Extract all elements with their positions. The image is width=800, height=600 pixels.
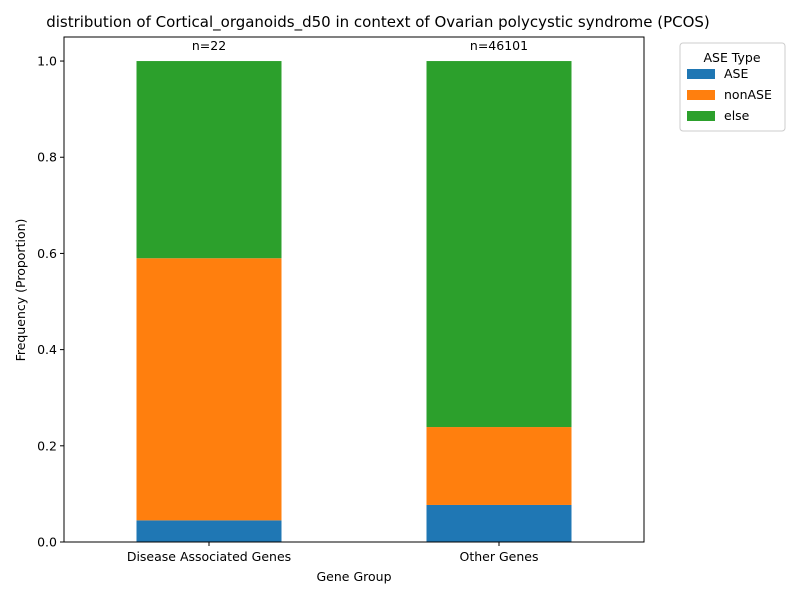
legend-swatch-else: [687, 111, 715, 121]
y-tick-label: 0.0: [37, 535, 57, 550]
x-tick-label: Other Genes: [460, 549, 539, 564]
legend-swatch-nonASE: [687, 90, 715, 100]
y-tick-label: 0.8: [37, 150, 57, 165]
bar-nonASE-0: [136, 258, 282, 521]
count-label: n=22: [192, 38, 226, 53]
bar-nonASE-1: [426, 427, 572, 505]
y-tick-label: 1.0: [37, 54, 57, 69]
chart-title: distribution of Cortical_organoids_d50 i…: [46, 13, 710, 32]
y-tick-label: 0.4: [37, 342, 57, 357]
x-axis-label: Gene Group: [316, 569, 391, 584]
bar-else-0: [136, 61, 282, 259]
axes-layer: [63, 36, 645, 543]
legend-title: ASE Type: [703, 50, 760, 65]
legend-swatch-ASE: [687, 69, 715, 79]
legend-items: ASE nonASE else: [687, 66, 772, 123]
count-labels: n=22 n=46101: [192, 38, 528, 53]
y-axis-label: Frequency (Proportion): [13, 219, 28, 362]
y-tick-label: 0.6: [37, 246, 57, 261]
legend-label-nonASE: nonASE: [724, 87, 772, 102]
legend: ASE Type ASE nonASE else: [679, 42, 786, 132]
legend-label-ASE: ASE: [724, 66, 748, 81]
bar-ASE-0: [136, 520, 282, 542]
y-tick-label: 0.2: [37, 438, 57, 453]
plot-frame: [63, 36, 645, 543]
legend-box: [679, 42, 786, 132]
bar-ASE-1: [426, 504, 572, 542]
bars-layer: [136, 61, 572, 542]
x-ticks: Disease Associated Genes Other Genes: [127, 542, 539, 564]
y-ticks: 0.0 0.2 0.4 0.6 0.8 1.0: [37, 54, 64, 550]
legend-label-else: else: [724, 108, 750, 123]
bar-else-1: [426, 61, 572, 428]
count-label: n=46101: [470, 38, 528, 53]
x-tick-label: Disease Associated Genes: [127, 549, 291, 564]
